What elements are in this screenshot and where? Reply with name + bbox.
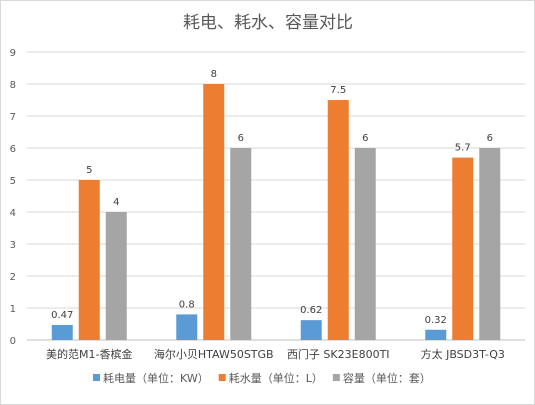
bar-3-2 (479, 148, 501, 340)
y-tick-label: 1 (10, 304, 16, 315)
bar-3-1 (452, 157, 474, 340)
data-label-0-1: 5 (86, 165, 92, 176)
bar-3-0 (425, 329, 447, 340)
data-label-0-0: 0.47 (51, 310, 73, 321)
category-label-0: 美的范M1-香槟金 (46, 347, 132, 361)
y-tick-label: 7 (10, 112, 16, 123)
bar-2-1 (327, 100, 349, 340)
chart-title: 耗电、耗水、容量对比 (183, 13, 353, 33)
data-label-3-2: 6 (487, 133, 493, 144)
legend-label-0: 耗电量（单位：KW） (103, 371, 209, 385)
y-tick-label: 9 (10, 48, 16, 59)
legend: 耗电量（单位：KW） 耗水量（单位：L） 容量（单位：套） (93, 371, 431, 385)
y-tick-label: 6 (10, 144, 16, 155)
data-label-1-1: 8 (211, 69, 217, 80)
bar-2-2 (354, 148, 376, 340)
y-tick-label: 2 (10, 272, 16, 283)
bar-0-1 (78, 180, 100, 340)
data-labels: 0.47 5 4 0.8 8 6 0.62 7.5 6 0.32 5.7 6 (51, 69, 493, 326)
x-axis-categories: 美的范M1-香槟金 海尔小贝HTAW50STGB 西门子 SK23E800TI 方太 … (46, 347, 505, 361)
data-label-1-0: 0.8 (179, 299, 195, 310)
legend-swatch-2 (332, 374, 340, 381)
category-label-2: 西门子 SK23E800TI (287, 347, 390, 361)
data-label-1-2: 6 (238, 133, 244, 144)
y-tick-label: 0 (10, 336, 16, 347)
y-tick-label: 8 (10, 80, 16, 91)
y-tick-label: 5 (10, 176, 16, 187)
bar-1-1 (203, 84, 225, 340)
data-label-3-0: 0.32 (425, 315, 447, 326)
y-axis-ticks: 0 1 2 3 4 5 6 7 8 9 (10, 48, 16, 347)
data-label-2-2: 6 (362, 133, 368, 144)
legend-label-1: 耗水量（单位：L） (229, 371, 323, 385)
bar-1-2 (230, 148, 252, 340)
bar-0-2 (105, 212, 127, 340)
gridlines (27, 51, 525, 341)
legend-swatch-0 (93, 374, 100, 381)
bars (51, 84, 501, 340)
legend-label-2: 容量（单位：套） (343, 371, 431, 385)
data-label-0-2: 4 (113, 197, 119, 208)
y-tick-label: 3 (10, 240, 16, 251)
y-tick-label: 4 (10, 208, 16, 219)
data-label-3-1: 5.7 (455, 143, 471, 154)
category-label-3: 方太 JBSD3T-Q3 (421, 347, 505, 361)
bar-1-0 (176, 314, 198, 340)
data-label-2-0: 0.62 (300, 305, 322, 316)
data-label-2-1: 7.5 (330, 85, 346, 96)
bar-0-0 (51, 324, 73, 340)
legend-swatch-1 (218, 374, 226, 381)
category-label-1: 海尔小贝HTAW50STGB (154, 347, 274, 361)
bar-2-0 (300, 320, 322, 340)
